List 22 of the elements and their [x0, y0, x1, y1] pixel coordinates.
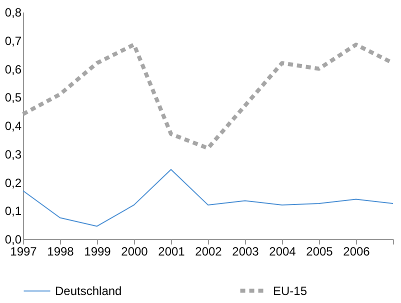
x-tick-label: 2003 — [232, 244, 260, 258]
x-tick-label: 1997 — [10, 244, 38, 258]
x-tick-label: 2004 — [269, 244, 296, 258]
x-tick-label: 2000 — [121, 244, 148, 258]
y-tick-label: 0,2 — [4, 176, 22, 190]
y-tick-label: 0,8 — [4, 6, 22, 20]
legend-label: EU-15 — [273, 284, 308, 298]
y-tick-label: 0,7 — [4, 34, 22, 48]
x-tick-label: 2005 — [306, 244, 334, 258]
y-tick-label: 0,6 — [4, 62, 22, 76]
x-tick-label: 2006 — [343, 244, 370, 258]
y-tick-label: 0,3 — [4, 147, 22, 162]
legend-label: Deutschland — [55, 284, 122, 298]
y-tick-label: 0,4 — [4, 119, 22, 133]
line-series — [22, 168, 394, 227]
x-tick-label: 1999 — [84, 244, 112, 258]
x-tick-label: 1998 — [47, 244, 74, 258]
y-tick-label: 0,5 — [4, 90, 22, 105]
x-tick-label: 2001 — [158, 244, 186, 258]
y-tick-label: 0,0 — [4, 232, 22, 246]
y-tick-label: 0,1 — [4, 204, 22, 218]
x-tick-label: 2002 — [195, 244, 222, 258]
